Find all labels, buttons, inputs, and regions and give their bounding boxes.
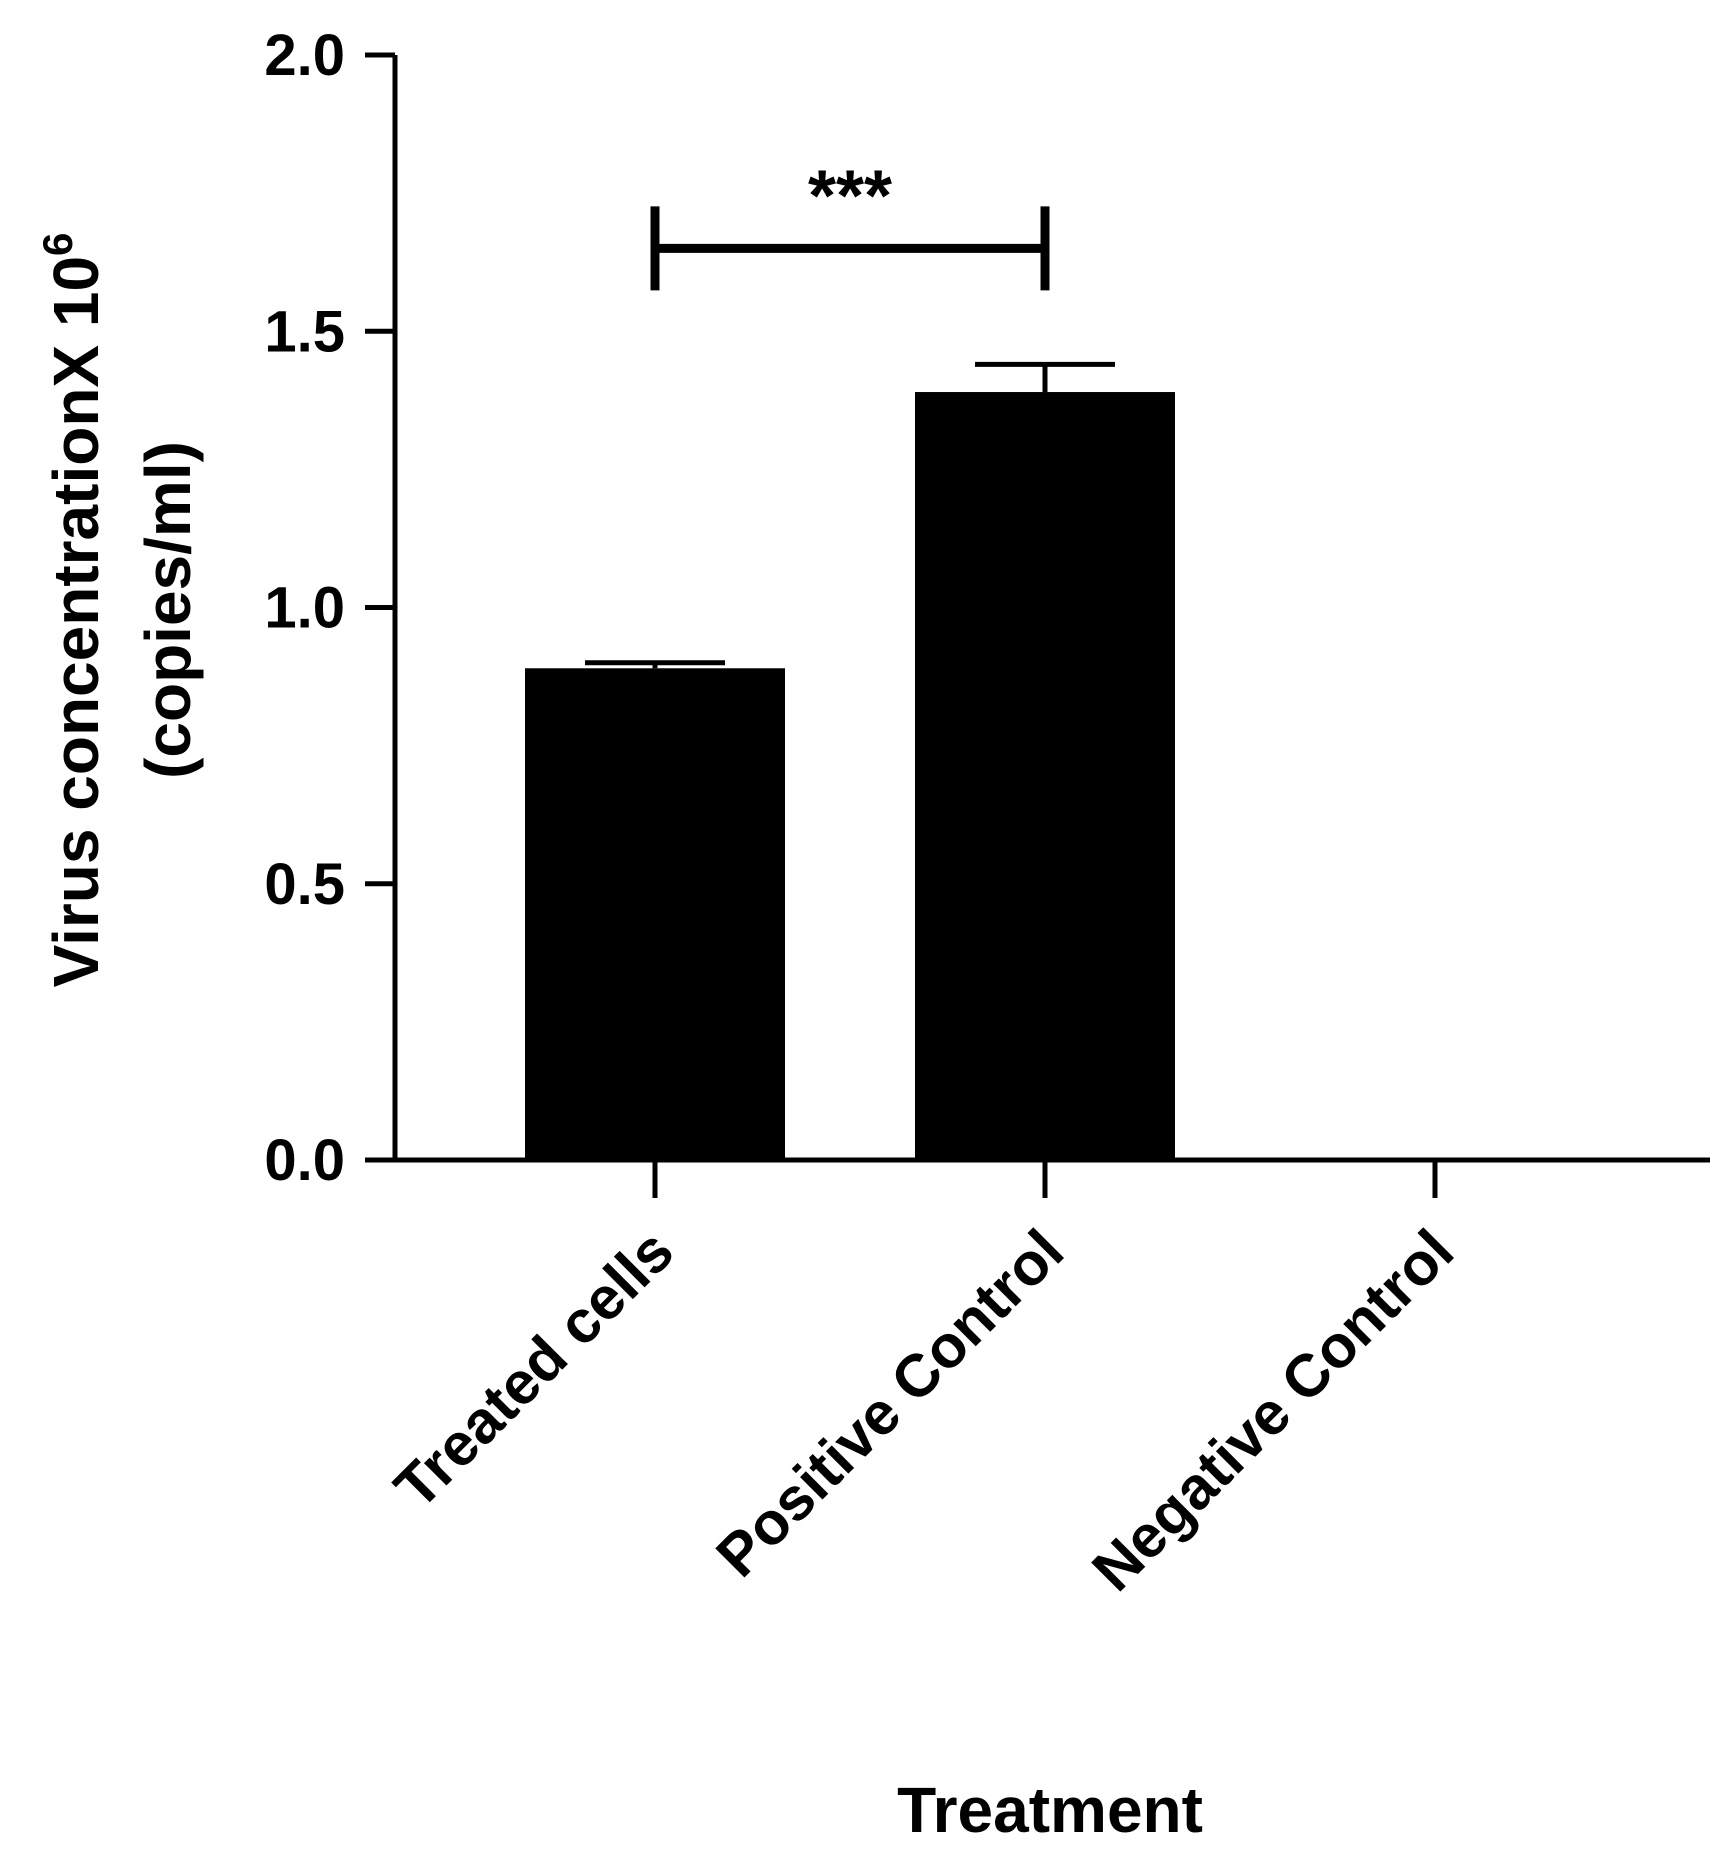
x-tick-label: Positive Control [704, 1217, 1077, 1590]
y-tick-label: 0.0 [264, 1128, 345, 1193]
y-axis-title-exponent: 6 [34, 233, 81, 256]
significance-label: *** [808, 156, 892, 236]
x-axis-ticks: Treated cells Positive Control Negative Co… [382, 1160, 1466, 1604]
y-tick-label: 0.5 [264, 852, 345, 917]
bar [525, 668, 785, 1160]
bar [915, 392, 1175, 1160]
x-tick-label: Negative Control [1079, 1217, 1466, 1604]
x-axis-title: Treatment [897, 1774, 1203, 1846]
x-tick-label: Treated cells [382, 1217, 686, 1521]
y-axis-ticks: 0.0 0.5 1.0 1.5 2.0 [264, 23, 395, 1193]
y-tick-label: 1.5 [264, 299, 345, 364]
svg-text:Virus concentrationX 106: Virus concentrationX 106 [34, 233, 112, 988]
error-bars [585, 361, 1115, 669]
y-axis-title: Virus concentrationX 106 (copies/ml) [34, 233, 204, 988]
y-tick-label: 1.0 [264, 576, 345, 641]
y-axis-title-unit: (copies/ml) [132, 441, 204, 779]
bars [525, 392, 1175, 1160]
y-axis-title-main: Virus concentrationX 10 [40, 256, 112, 988]
y-tick-label: 2.0 [264, 23, 345, 88]
significance-annotations: *** [650, 156, 1050, 291]
